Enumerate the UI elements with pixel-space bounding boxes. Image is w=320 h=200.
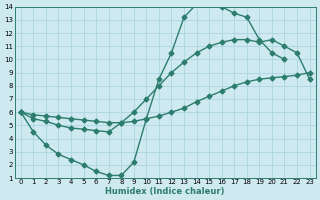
X-axis label: Humidex (Indice chaleur): Humidex (Indice chaleur) xyxy=(106,187,225,196)
